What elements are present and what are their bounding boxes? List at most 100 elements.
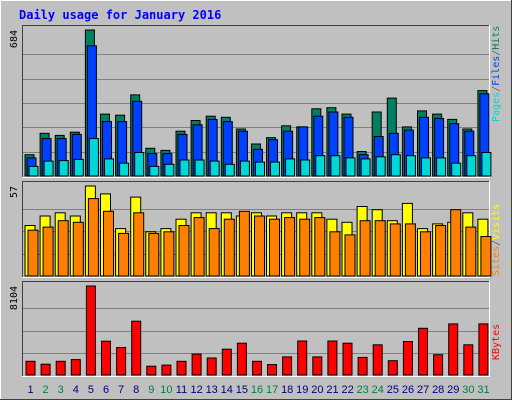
bar-kbytes-day-1 (25, 360, 36, 376)
bar-kbytes-day-30 (463, 344, 474, 376)
bar-kbytes-day-24 (372, 344, 383, 376)
legend-sites: Sites (491, 246, 502, 276)
day-label-9: 9 (148, 384, 154, 396)
bar-pages-day-25 (390, 154, 401, 177)
day-label-5: 5 (88, 384, 94, 396)
bar-sites-day-30 (465, 226, 477, 277)
bar-kbytes-day-27 (418, 327, 428, 376)
bar-kbytes-day-31 (478, 323, 489, 376)
bar-pages-day-29 (451, 162, 462, 177)
bar-sites-day-25 (389, 223, 401, 277)
bar-kbytes-day-15 (236, 342, 247, 376)
bar-kbytes-day-4 (70, 359, 81, 376)
day-label-26: 26 (402, 384, 414, 396)
bar-sites-day-5 (87, 198, 99, 277)
bar-kbytes-day-13 (206, 357, 217, 376)
bar-pages-day-30 (466, 155, 477, 177)
day-label-6: 6 (103, 384, 109, 396)
bar-sites-day-17 (269, 218, 280, 277)
legend-files: Files (491, 56, 502, 86)
panel-middle: 57 Sites/Visits (9, 181, 502, 278)
chart-panels: 684Pages/Files/Hits57Sites/Visits8104KBy… (9, 25, 502, 377)
bar-sites-day-28 (435, 225, 447, 277)
bar-sites-day-7 (118, 232, 130, 277)
bar-kbytes-day-8 (131, 320, 142, 376)
y-axis-max-label: 8104 (9, 286, 20, 310)
bar-kbytes-day-14 (221, 348, 232, 376)
bar-pages-day-15 (239, 160, 250, 177)
bar-pages-day-27 (421, 157, 431, 177)
day-label-4: 4 (73, 384, 79, 396)
bar-kbytes-day-9 (146, 365, 157, 376)
bar-pages-day-2 (43, 160, 54, 177)
day-label-22: 22 (341, 384, 353, 396)
bar-sites-day-4 (72, 221, 84, 277)
day-label-20: 20 (311, 384, 323, 396)
bar-sites-day-29 (450, 209, 462, 277)
bar-pages-day-14 (224, 163, 235, 177)
bar-sites-day-9 (148, 232, 160, 277)
bar-kbytes-day-3 (55, 360, 66, 376)
bar-sites-day-16 (254, 215, 265, 277)
day-label-28: 28 (432, 384, 444, 396)
bar-kbytes-day-7 (116, 347, 127, 376)
bar-pages-day-18 (285, 158, 296, 177)
bar-pages-day-24 (375, 156, 386, 177)
bar-kbytes-day-26 (402, 341, 413, 376)
bar-pages-day-1 (28, 165, 39, 177)
bar-sites-day-3 (57, 220, 69, 277)
bar-pages-day-22 (345, 157, 356, 177)
panel-bottom: 8104 KBytes (9, 281, 502, 377)
day-label-7: 7 (118, 384, 124, 396)
day-label-23: 23 (357, 384, 369, 396)
legend-visits: Visits (491, 204, 502, 240)
bar-pages-day-6 (104, 158, 114, 177)
day-label-16: 16 (251, 384, 263, 396)
bar-kbytes-day-25 (387, 360, 398, 376)
bar-pages-day-5 (88, 138, 99, 177)
legend-separator: / (491, 86, 502, 92)
bar-pages-day-31 (481, 152, 492, 177)
bar-pages-day-10 (164, 163, 175, 177)
day-label-25: 25 (387, 384, 399, 396)
bar-pages-day-17 (270, 161, 280, 177)
legend: KBytes (491, 324, 502, 360)
day-label-24: 24 (372, 384, 384, 396)
day-label-29: 29 (447, 384, 459, 396)
bar-kbytes-day-28 (433, 354, 444, 376)
bar-sites-day-8 (133, 212, 145, 277)
day-label-3: 3 (58, 384, 64, 396)
day-label-27: 27 (417, 384, 429, 396)
bar-sites-day-21 (329, 231, 341, 277)
bar-kbytes-day-10 (161, 364, 172, 376)
y-axis-max-label: 57 (9, 186, 20, 198)
bar-pages-day-26 (405, 155, 416, 177)
day-label-2: 2 (43, 384, 49, 396)
bar-sites-day-12 (193, 217, 205, 277)
day-labels: 1 2 3 4 5 6 7 8 9 10 11 12 13 14 15 16 17 18 19 20 21 22 23 24 2… (27, 384, 489, 396)
bar-sites-day-10 (163, 231, 175, 277)
day-label-17: 17 (266, 384, 278, 396)
legend: Sites/Visits (491, 204, 502, 276)
bar-pages-day-16 (255, 161, 265, 177)
day-label-30: 30 (462, 384, 474, 396)
legend-kbytes: KBytes (491, 324, 502, 360)
legend-hits: Hits (491, 26, 502, 50)
bar-pages-day-19 (300, 159, 311, 177)
bar-pages-day-7 (119, 162, 130, 177)
day-label-12: 12 (190, 384, 202, 396)
bar-kbytes-day-2 (40, 363, 51, 376)
day-label-11: 11 (176, 384, 187, 396)
bar-pages-day-13 (209, 160, 220, 177)
bar-pages-day-21 (330, 155, 341, 177)
bar-kbytes-day-12 (191, 353, 202, 376)
bar-kbytes-day-5 (85, 285, 96, 376)
bar-sites-day-1 (27, 229, 39, 277)
day-label-13: 13 (206, 384, 218, 396)
bar-kbytes-day-19 (297, 340, 308, 376)
bar-pages-day-9 (149, 165, 160, 177)
legend: Pages/Files/Hits (491, 26, 502, 122)
bar-kbytes-day-22 (342, 342, 353, 376)
bar-sites-day-23 (359, 220, 371, 277)
